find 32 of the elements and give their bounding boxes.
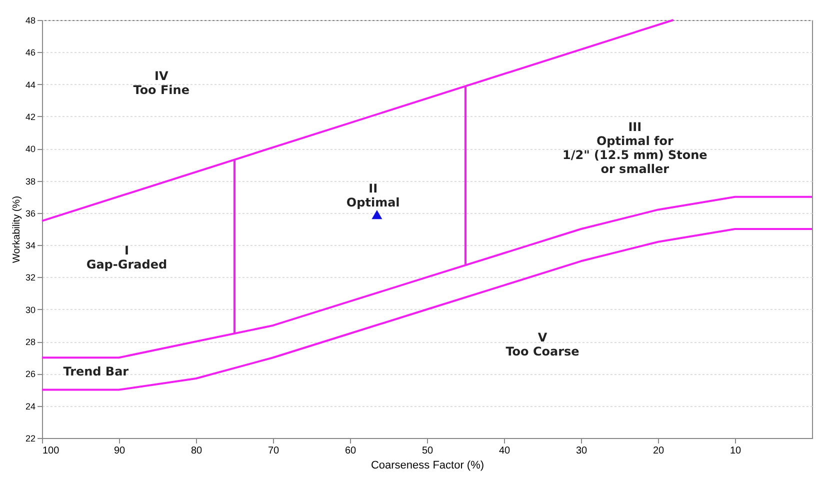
annotation: II Optimal (346, 182, 400, 210)
x-axis-title: Coarseness Factor (%) (370, 460, 484, 472)
x-tick-label: 30 (576, 446, 588, 456)
annotation: IV Too Fine (133, 69, 190, 97)
y-tick-label: 30 (25, 304, 36, 315)
x-tick-label: 100 (42, 446, 60, 456)
y-tick-label: 40 (25, 144, 36, 154)
x-tick-label: 50 (422, 446, 434, 456)
annotation: III Optimal for 1/2" (12.5 mm) Stone or smaller (562, 120, 708, 176)
y-tick-label: 26 (25, 369, 36, 380)
x-tick-label: 40 (498, 446, 510, 456)
y-tick-label: 42 (25, 112, 36, 122)
annotation: Trend Bar (63, 364, 129, 378)
annotation: V Too Coarse (506, 330, 580, 358)
y-tick-label: 22 (25, 434, 36, 444)
x-tick-label: 90 (114, 446, 126, 456)
y-tick-label: 44 (25, 80, 36, 90)
x-tick-label: 70 (268, 446, 280, 456)
y-tick-label: 28 (25, 337, 36, 348)
x-tick-label: 60 (344, 446, 356, 456)
y-tick-label: 48 (25, 16, 36, 26)
y-tick-label: 24 (25, 401, 36, 412)
annotation: I Gap-Graded (86, 243, 168, 272)
x-tick-label: 80 (190, 446, 202, 456)
y-tick-label: 46 (25, 48, 36, 58)
x-tick-label: 10 (730, 446, 742, 456)
y-axis-title: Workability (%) (11, 196, 22, 264)
y-tick-label: 32 (25, 272, 36, 283)
x-tick-label: 20 (652, 446, 664, 456)
y-tick-label: 36 (25, 208, 36, 218)
y-tick-label: 38 (25, 176, 36, 186)
y-tick-label: 34 (25, 240, 36, 251)
